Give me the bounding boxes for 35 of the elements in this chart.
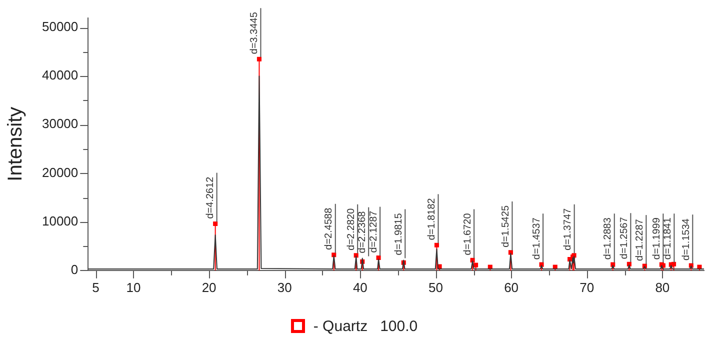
x-tick-label: 70 [580,280,594,295]
annotation: d=1.2883 [602,217,614,260]
annotation: d=1.6720 [462,212,474,256]
y-axis-title: Intensity [4,106,27,182]
y-tick-label: 40000 [42,68,78,83]
annotation: d=3.3445 [248,12,260,54]
x-tick-label: 30 [277,280,292,295]
y-tick-label: 10000 [42,213,78,228]
annotation: d=1.9815 [393,212,404,256]
x-tick-label: 80 [655,280,670,295]
x-tick-label: 60 [504,280,519,295]
x-tick-label: 20 [202,280,216,295]
x-tick-label: 50 [428,280,443,295]
y-tick-label: 0 [70,262,78,277]
y-tick-label: 20000 [42,164,78,180]
annotation: d=1.8182 [426,198,438,240]
annotation: d=2.2368 [356,210,368,254]
annotation: d=1.5425 [500,205,512,248]
x-tick-label: 5 [92,280,100,295]
annotation: d=4.2612 [205,176,216,219]
annotation: d=2.2820 [346,208,357,250]
annotation: d=1.2287 [634,218,646,262]
y-tick-label: 50000 [42,19,78,34]
annotation: d=1.4537 [531,217,542,260]
annotation: d=1.1841 [662,217,674,260]
annotation: d=1.2567 [618,216,630,260]
annotation: d=1.1999 [651,217,662,260]
annotation: d=1.3747 [562,208,574,250]
annotation: d=1.1534 [680,218,692,261]
annotation: d=2.1287 [368,210,380,253]
x-tick-label: 40 [352,280,368,295]
x-tick-label: 10 [126,280,141,295]
legend-label: - Quartz 100.0 [313,318,418,334]
y-tick-label: 30000 [42,116,78,132]
annotation: d=2.4588 [324,207,335,250]
